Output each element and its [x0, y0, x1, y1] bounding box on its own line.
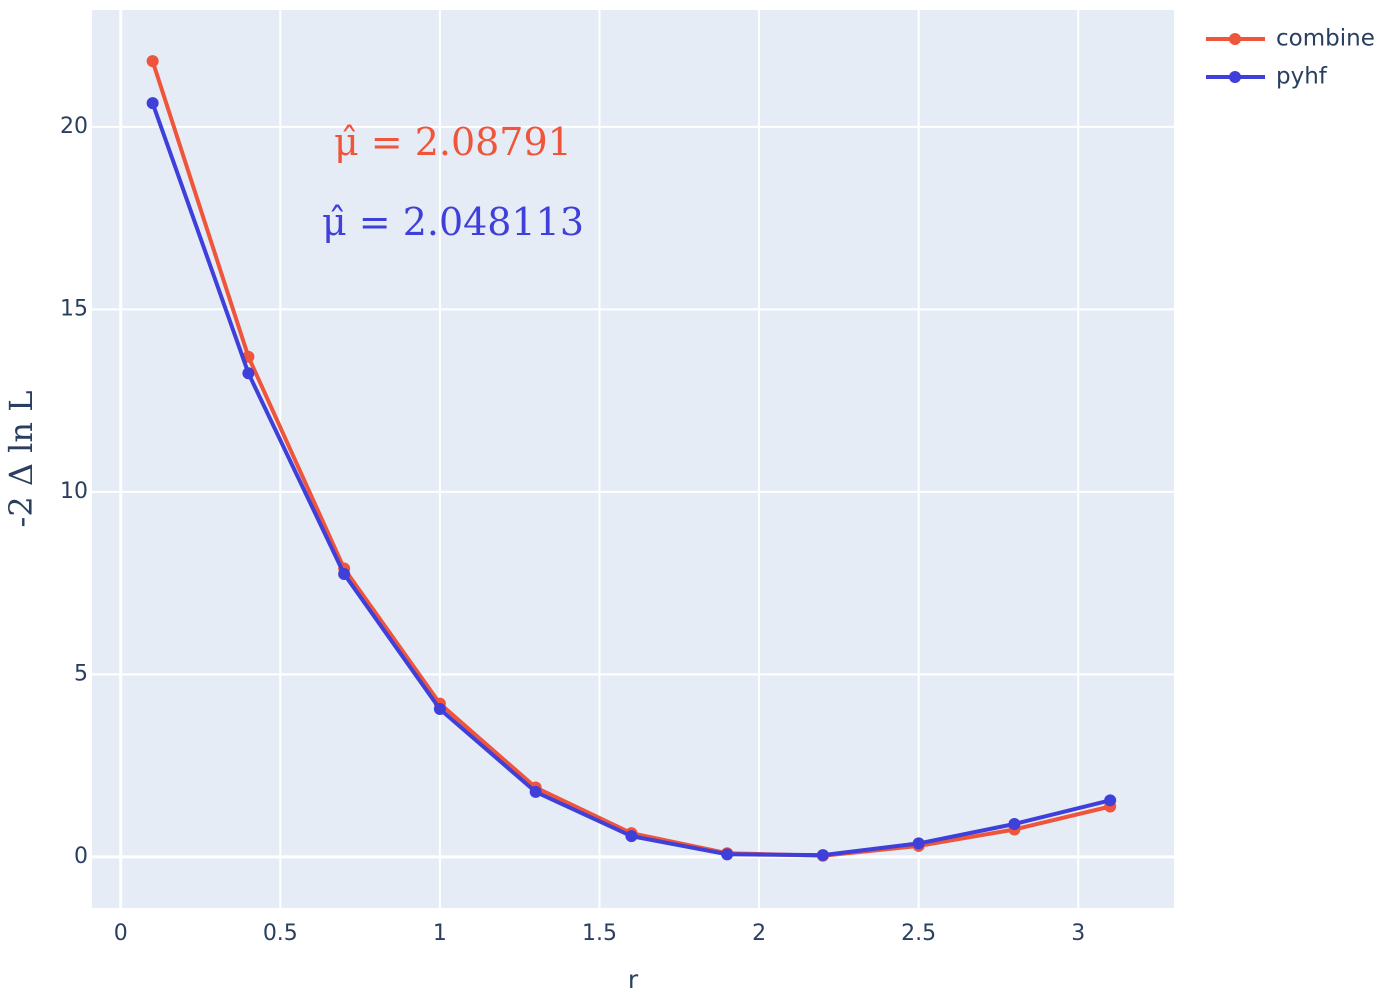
- ticks: 0 0.5 1 1.5 2 2.5 3 0 5 10 15 20: [60, 114, 1085, 946]
- x-axis-title: r: [628, 965, 639, 994]
- legend[interactable]: combine pyhf: [1206, 26, 1375, 90]
- plot-area: [92, 10, 1174, 908]
- x-tick-label: 2.5: [901, 921, 936, 946]
- x-tick-label: 2: [752, 921, 766, 946]
- x-tick-label: 3: [1071, 921, 1085, 946]
- y-tick-label: 20: [60, 114, 88, 139]
- data-point-pyhf: [433, 703, 446, 716]
- data-point-pyhf: [242, 367, 255, 380]
- data-point-pyhf: [625, 830, 638, 843]
- data-point-combine: [146, 55, 159, 68]
- data-point-pyhf: [338, 567, 351, 580]
- data-point-pyhf: [1008, 818, 1021, 831]
- data-point-pyhf: [1104, 794, 1117, 807]
- annotation-combine-mu-hat: μ̂ = 2.08791: [334, 120, 572, 164]
- y-tick-label: 0: [74, 844, 88, 869]
- series-layer: [146, 55, 1117, 862]
- y-tick-label: 10: [60, 479, 88, 504]
- data-point-pyhf: [912, 837, 925, 850]
- x-tick-label: 1.5: [582, 921, 617, 946]
- x-tick-label: 0: [114, 921, 128, 946]
- data-point-pyhf: [721, 848, 734, 861]
- grid: [92, 10, 1174, 908]
- x-tick-label: 0.5: [263, 921, 298, 946]
- legend-swatch-marker: [1229, 71, 1241, 83]
- data-point-pyhf: [816, 849, 829, 862]
- y-axis-title: -2 Δ ln L: [2, 391, 40, 528]
- legend-item-combine[interactable]: combine: [1206, 26, 1375, 52]
- legend-swatch-marker: [1229, 33, 1241, 45]
- legend-label: pyhf: [1276, 64, 1328, 90]
- data-point-pyhf: [146, 97, 159, 110]
- data-point-pyhf: [529, 785, 542, 798]
- legend-item-pyhf[interactable]: pyhf: [1206, 64, 1328, 90]
- x-tick-label: 1: [433, 921, 447, 946]
- legend-label: combine: [1276, 26, 1375, 52]
- y-tick-label: 15: [60, 296, 88, 321]
- y-tick-label: 5: [74, 661, 88, 686]
- annotation-pyhf-mu-hat: μ̂ = 2.048113: [322, 200, 584, 244]
